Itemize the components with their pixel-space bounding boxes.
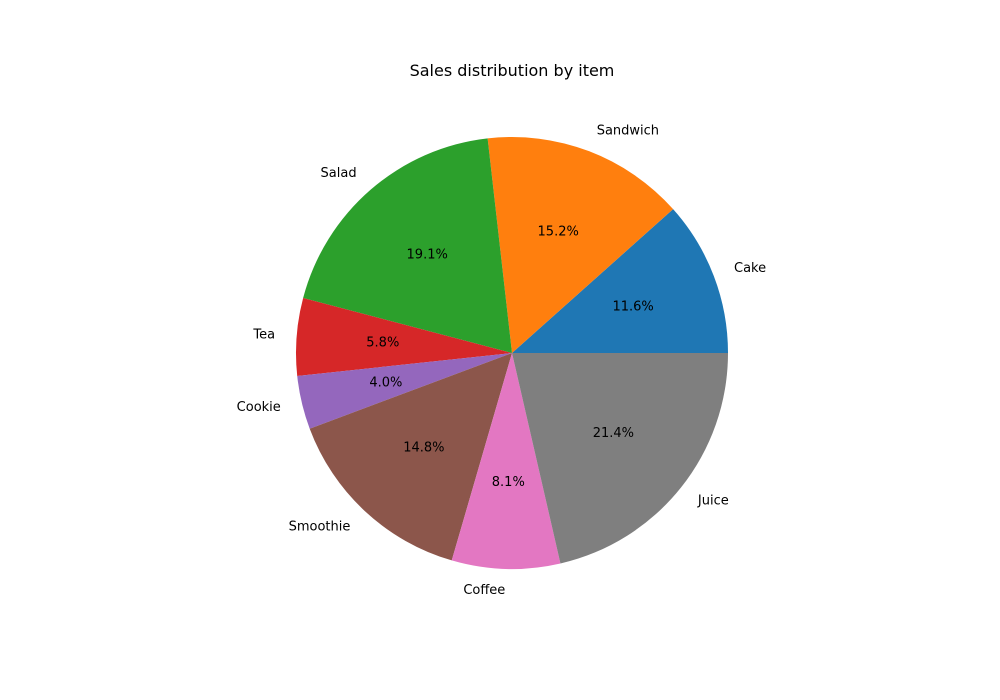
pie-category-labels: Cake Sandwich Salad Tea Cookie Smoothie Coffee…	[237, 124, 766, 599]
pie-slice-tea	[295, 297, 512, 377]
category-label-smoothie: Smoothie	[289, 520, 351, 535]
category-label-tea: Tea	[252, 328, 275, 343]
pie-slice-cake	[512, 209, 728, 353]
pct-label-cake: 11.6%	[612, 299, 653, 314]
category-label-coffee: Coffee	[463, 583, 505, 598]
pct-label-cookie: 4.0%	[369, 375, 402, 390]
chart-title: Sales distribution by item	[410, 61, 615, 80]
pie-slices	[295, 136, 728, 569]
pie-slice-salad	[303, 138, 512, 353]
category-label-cookie: Cookie	[237, 400, 281, 415]
category-label-sandwich: Sandwich	[597, 124, 659, 139]
pie-slice-cookie	[297, 353, 512, 429]
pie-slice-smoothie	[309, 353, 512, 561]
category-label-juice: Juice	[697, 494, 729, 509]
pct-label-juice: 21.4%	[593, 426, 634, 441]
pct-label-smoothie: 14.8%	[403, 441, 444, 456]
category-label-cake: Cake	[734, 261, 766, 276]
pie-percent-labels: 11.6% 15.2% 19.1% 5.8% 4.0% 14.8% 8.1% 21.4%	[366, 224, 653, 490]
pct-label-sandwich: 15.2%	[538, 224, 579, 239]
pie-slice-juice	[512, 353, 728, 564]
pie-slice-sandwich	[487, 136, 674, 353]
pie-slice-coffee	[451, 353, 561, 569]
pct-label-coffee: 8.1%	[492, 475, 525, 490]
category-label-salad: Salad	[321, 166, 357, 181]
pct-label-salad: 19.1%	[407, 248, 448, 263]
pct-label-tea: 5.8%	[366, 336, 399, 351]
